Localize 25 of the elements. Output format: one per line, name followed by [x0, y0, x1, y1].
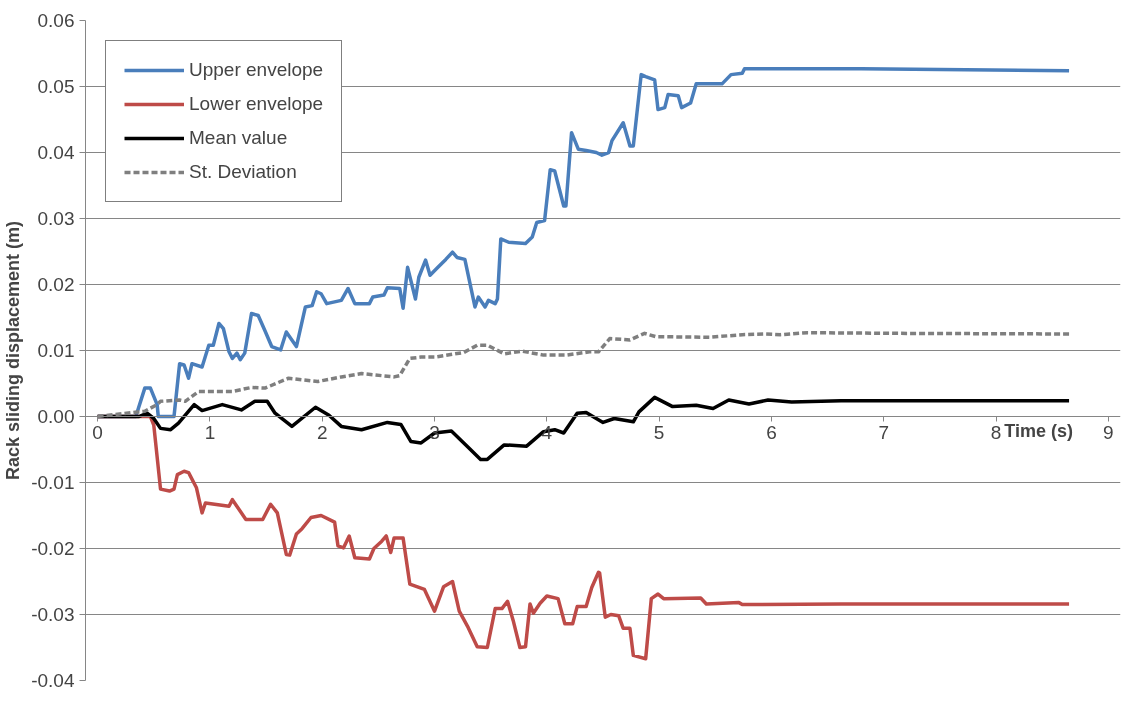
x-tick-label: 6	[766, 421, 777, 443]
y-tick-label: 0.00	[37, 406, 75, 427]
x-tick-label: 9	[1103, 421, 1114, 443]
x-tick-label: 7	[878, 421, 890, 443]
y-tick-label: 0.04	[37, 142, 75, 163]
y-tick-label: 0.03	[37, 208, 75, 229]
x-tick-label: 0	[92, 421, 103, 443]
legend-label: Upper envelope	[189, 59, 324, 81]
x-tick-label: 2	[316, 421, 328, 443]
y-axis-title: Rack sliding displacement (m)	[3, 220, 24, 481]
x-tick-label: 5	[653, 421, 665, 443]
x-tick-label: 8	[990, 421, 1002, 443]
y-tick-label: -0.03	[31, 604, 75, 625]
legend-label: Lower envelope	[189, 93, 324, 115]
x-tick-label: 1	[204, 421, 216, 443]
y-tick-label: 0.05	[37, 76, 75, 97]
y-tick-label: -0.04	[31, 670, 75, 691]
y-tick-label: -0.01	[31, 472, 75, 493]
legend-label: Mean value	[189, 127, 288, 149]
legend-label: St. Deviation	[189, 161, 297, 183]
y-tick-label: -0.02	[31, 538, 75, 559]
y-tick-label: 0.06	[37, 10, 75, 31]
y-tick-label: 0.01	[37, 340, 75, 361]
y-tick-label: 0.02	[37, 274, 75, 295]
x-axis-title: Time (s)	[1004, 420, 1073, 441]
